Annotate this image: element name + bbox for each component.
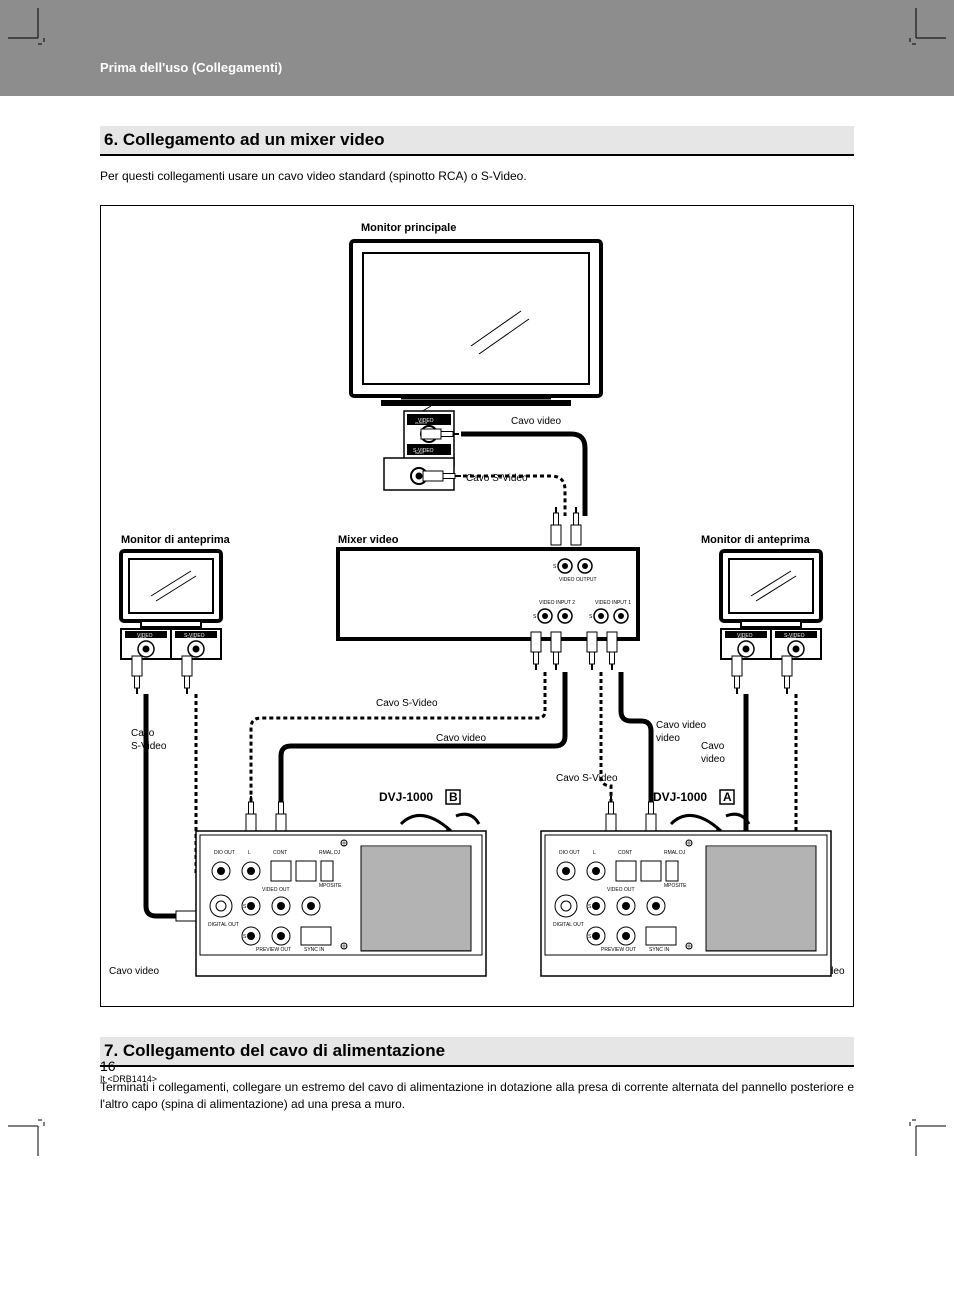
svg-text:INPUT: INPUT	[415, 451, 424, 455]
svg-text:VIDEO OUTPUT: VIDEO OUTPUT	[559, 577, 597, 583]
page-number: 16	[100, 1058, 157, 1074]
section-7-title: 7. Collegamento del cavo di alimentazion…	[100, 1037, 854, 1067]
page-footer: 16 It <DRB1414>	[100, 1058, 157, 1084]
svg-text:Cavo S-Video: Cavo S-Video	[376, 698, 438, 709]
svg-text:Mixer video: Mixer video	[338, 534, 399, 546]
crop-mark-br	[896, 1106, 946, 1156]
svg-text:OUTPUT: OUTPUT	[415, 421, 428, 425]
crop-mark-bl	[8, 1106, 58, 1156]
svg-text:Monitor principale: Monitor principale	[361, 222, 456, 234]
svg-text:video: video	[701, 754, 725, 765]
svg-text:Cavo: Cavo	[701, 741, 725, 752]
breadcrumb: Prima dell'uso (Collegamenti)	[100, 60, 282, 75]
svg-text:Cavo video: Cavo video	[656, 720, 706, 731]
crop-mark-tl	[8, 8, 58, 58]
section-6-intro: Per questi collegamenti usare un cavo vi…	[100, 168, 854, 185]
svg-text:Monitor di anteprima: Monitor di anteprima	[701, 534, 811, 546]
svg-text:B: B	[449, 790, 458, 804]
crop-mark-tr	[896, 8, 946, 58]
svg-text:video: video	[656, 733, 680, 744]
section-6-title: 6. Collegamento ad un mixer video	[100, 126, 854, 156]
svg-text:DVJ-1000: DVJ-1000	[379, 790, 433, 804]
page-body: 6. Collegamento ad un mixer video Per qu…	[0, 96, 954, 1164]
wiring-diagram: DIO OUT L CONT RMAL DJ MPOSITE VIDEO OUT…	[100, 205, 854, 1007]
svg-text:S-Video: S-Video	[131, 741, 167, 752]
svg-text:Cavo S-Video: Cavo S-Video	[556, 773, 618, 784]
svg-text:VIDEO INPUT 2: VIDEO INPUT 2	[539, 600, 575, 606]
svg-text:Monitor di anteprima: Monitor di anteprima	[121, 534, 231, 546]
svg-text:A: A	[723, 790, 732, 804]
svg-text:Cavo: Cavo	[131, 728, 155, 739]
svg-text:Cavo video: Cavo video	[511, 416, 561, 427]
svg-text:DVJ-1000: DVJ-1000	[653, 790, 707, 804]
page-header: Prima dell'uso (Collegamenti)	[0, 0, 954, 96]
svg-text:Cavo video: Cavo video	[436, 733, 486, 744]
svg-text:VIDEO INPUT 1: VIDEO INPUT 1	[595, 600, 631, 606]
section-7-body: Terminati i collegamenti, collegare un e…	[100, 1079, 854, 1113]
svg-text:Cavo S-Video: Cavo S-Video	[466, 473, 528, 484]
doc-id: It <DRB1414>	[100, 1074, 157, 1084]
svg-text:Cavo video: Cavo video	[109, 966, 159, 977]
